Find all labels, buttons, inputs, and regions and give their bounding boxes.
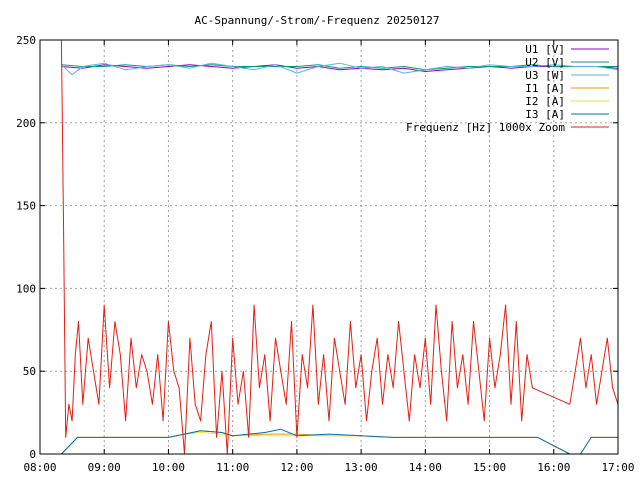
series-line (60, 39, 619, 455)
legend-label: I2 [A] (525, 95, 565, 108)
x-tick-label: 09:00 (88, 461, 121, 474)
legend-label: I1 [A] (525, 82, 565, 95)
series-line (61, 64, 619, 72)
y-tick-label: 100 (16, 282, 36, 295)
x-tick-label: 16:00 (537, 461, 570, 474)
legend-label: U2 [V] (525, 56, 565, 69)
x-tick-label: 10:00 (152, 461, 185, 474)
legend-label: U1 [V] (525, 43, 565, 56)
series-lines (60, 39, 619, 455)
legend-label: U3 [W] (525, 69, 565, 82)
y-tick-label: 50 (23, 365, 36, 378)
legend-label: I3 [A] (525, 108, 565, 121)
y-tick-label: 0 (29, 448, 36, 461)
x-tick-label: 14:00 (409, 461, 442, 474)
grid-lines (40, 40, 618, 454)
y-tick-label: 200 (16, 117, 36, 130)
chart-title: AC-Spannung/-Strom/-Frequenz 20250127 (194, 14, 439, 27)
legend: U1 [V]U2 [V]U3 [W]I1 [A]I2 [A]I3 [A]Freq… (406, 43, 609, 134)
x-axis: 08:00 09:00 10:00 11:00 12:00 13:00 14:00 15:00… (23, 40, 635, 474)
x-tick-label: 12:00 (280, 461, 313, 474)
x-tick-label: 08:00 (23, 461, 56, 474)
x-tick-label: 11:00 (216, 461, 249, 474)
x-tick-label: 17:00 (601, 461, 634, 474)
plot-border (39, 39, 619, 455)
legend-label: Frequenz [Hz] 1000x Zoom (406, 121, 565, 134)
y-tick-label: 250 (16, 34, 36, 47)
series-line (61, 428, 618, 455)
y-tick-label: 150 (16, 200, 36, 213)
x-tick-label: 13:00 (345, 461, 378, 474)
series-line (61, 62, 619, 76)
x-tick-label: 15:00 (473, 461, 506, 474)
